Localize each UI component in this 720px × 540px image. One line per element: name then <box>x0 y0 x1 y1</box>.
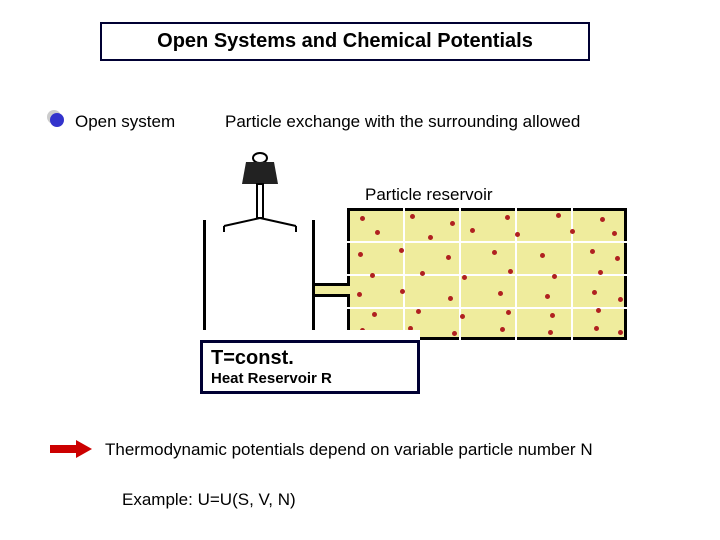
thermo-line: Thermodynamic potentials depend on varia… <box>105 440 593 460</box>
particle-dot <box>400 289 405 294</box>
t-const: T=const. <box>211 347 409 370</box>
particle-dot <box>506 310 511 315</box>
heat-reservoir-label: Heat Reservoir R <box>211 370 409 387</box>
title-box: Open Systems and Chemical Potentials <box>100 22 590 61</box>
particle-dot <box>590 249 595 254</box>
title-text: Open Systems and Chemical Potentials <box>112 30 578 53</box>
particle-dot <box>460 314 465 319</box>
particle-dot <box>428 235 433 240</box>
particle-dot <box>450 221 455 226</box>
particle-exchange-text: Particle exchange with the surrounding a… <box>225 112 580 132</box>
particle-dot <box>570 229 575 234</box>
particle-dot <box>594 326 599 331</box>
particle-dot <box>416 309 421 314</box>
particle-dot <box>452 331 457 336</box>
piston-weight-icon <box>218 150 302 236</box>
cover <box>200 330 420 340</box>
particle-dot <box>498 291 503 296</box>
particle-dot <box>446 255 451 260</box>
grid-line <box>347 241 627 243</box>
particle-dot <box>540 253 545 258</box>
particle-dot <box>618 297 623 302</box>
particle-dot <box>515 232 520 237</box>
particle-dot <box>470 228 475 233</box>
particle-dot <box>598 270 603 275</box>
reservoir-label: Particle reservoir <box>365 185 493 205</box>
particle-dot <box>600 217 605 222</box>
example-line: Example: U=U(S, V, N) <box>122 490 296 510</box>
particle-dot <box>508 269 513 274</box>
bullet-icon <box>50 113 64 127</box>
particle-dot <box>399 248 404 253</box>
particle-dot <box>358 252 363 257</box>
particle-dot <box>360 216 365 221</box>
particle-dot <box>370 273 375 278</box>
particle-dot <box>420 271 425 276</box>
particle-dot <box>410 214 415 219</box>
particle-dot <box>596 308 601 313</box>
particle-dot <box>550 313 555 318</box>
particle-dot <box>612 231 617 236</box>
particle-dot <box>372 312 377 317</box>
particle-dot <box>615 256 620 261</box>
particle-dot <box>375 230 380 235</box>
particle-dot <box>618 330 623 335</box>
arrow-icon <box>50 440 92 458</box>
cylinder <box>203 220 315 340</box>
particle-dot <box>357 292 362 297</box>
particle-dot <box>492 250 497 255</box>
open-system-label: Open system <box>75 112 175 132</box>
particle-dot <box>552 274 557 279</box>
particle-dot <box>556 213 561 218</box>
particle-dot <box>545 294 550 299</box>
particle-dot <box>548 330 553 335</box>
particle-dot <box>505 215 510 220</box>
grid-line <box>347 307 627 309</box>
particle-dot <box>500 327 505 332</box>
particle-dot <box>448 296 453 301</box>
particle-dot <box>462 275 467 280</box>
particle-dot <box>592 290 597 295</box>
heat-reservoir-box: T=const. Heat Reservoir R <box>200 340 420 394</box>
grid-line <box>347 274 627 276</box>
